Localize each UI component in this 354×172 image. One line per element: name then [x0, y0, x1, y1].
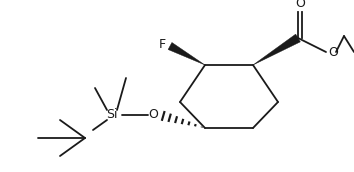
Polygon shape	[253, 34, 300, 65]
Text: Si: Si	[106, 109, 118, 121]
Text: F: F	[159, 37, 166, 51]
Polygon shape	[168, 42, 205, 65]
Text: O: O	[295, 0, 305, 10]
Text: O: O	[328, 46, 338, 58]
Text: O: O	[148, 108, 158, 121]
